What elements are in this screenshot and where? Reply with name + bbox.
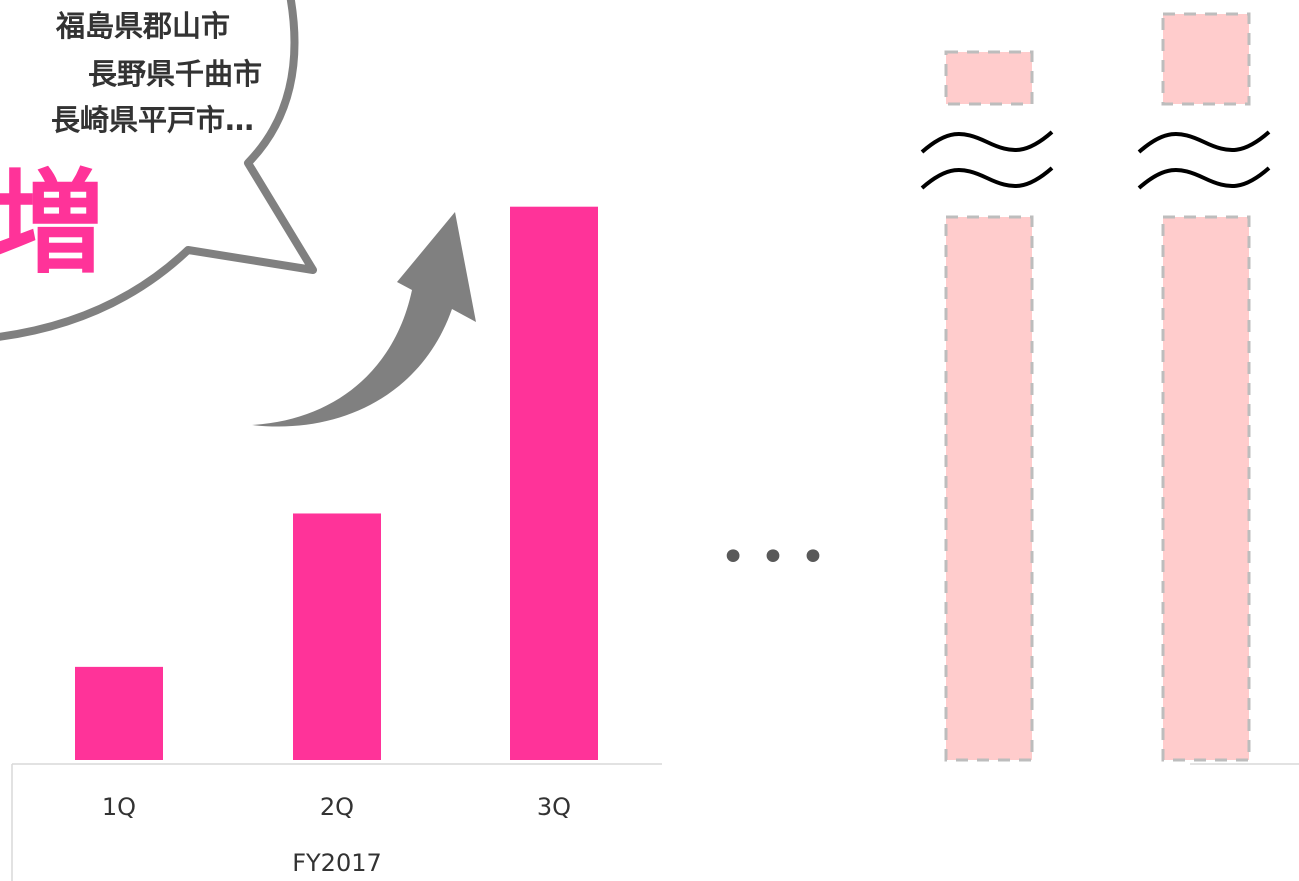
callout-line-1: 福島県郡山市 xyxy=(55,9,230,43)
x-tick-label-2q: 2Q xyxy=(320,793,354,821)
x-tick-label-3q: 3Q xyxy=(537,793,571,821)
axis-break-wave-icon xyxy=(920,130,1054,154)
x-tick-labels: 1Q 2Q 3Q xyxy=(102,793,571,821)
projected-bar-1-bottom xyxy=(944,215,1034,762)
speech-bubble: 福島県郡山市 長野県千曲市 長崎県平戸市… 増 xyxy=(0,0,317,341)
projected-bars xyxy=(920,12,1271,762)
bar-2q xyxy=(293,513,381,760)
projected-bar-2-top xyxy=(1161,12,1251,106)
axis-break-wave-icon xyxy=(920,166,1054,190)
ellipsis: • • • xyxy=(720,532,826,583)
speech-bubble-outline xyxy=(0,0,317,341)
axis-break-wave-icon xyxy=(1137,166,1271,190)
callout-line-2: 長野県千曲市 xyxy=(88,57,262,91)
projected-bar-2-bottom xyxy=(1161,215,1251,762)
bar-series xyxy=(75,206,598,760)
projected-bar-1-top xyxy=(944,50,1034,106)
bar-1q xyxy=(75,666,163,760)
bar-3q xyxy=(510,206,598,760)
axis-break-wave-icon xyxy=(1137,130,1271,154)
x-group-label: FY2017 xyxy=(292,849,382,877)
growth-arrow-icon xyxy=(252,212,476,427)
x-tick-label-1q: 1Q xyxy=(102,793,136,821)
callout-headline: 増 xyxy=(0,159,104,289)
callout-line-3: 長崎県平戸市… xyxy=(51,103,254,137)
